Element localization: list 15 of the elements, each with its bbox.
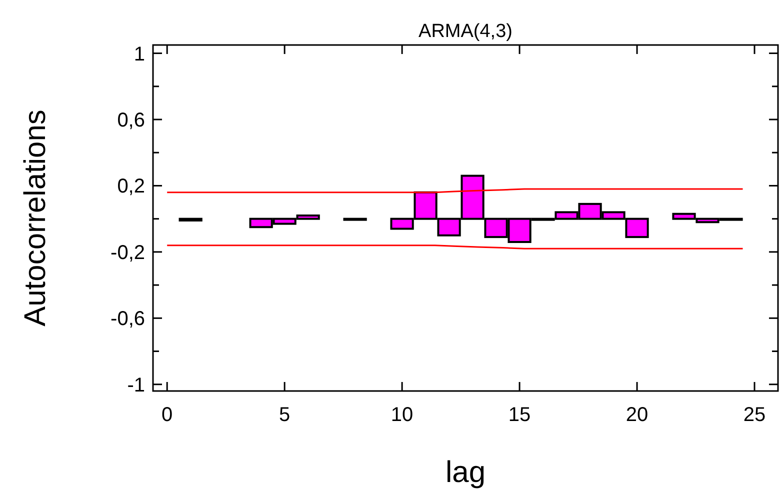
y-tick-label: -0,2 xyxy=(110,242,145,264)
x-tick-label: 10 xyxy=(390,404,414,426)
x-axis-title: lag xyxy=(445,456,486,489)
y-tick-label: 1 xyxy=(134,43,145,66)
y-tick-label: 0,2 xyxy=(117,176,145,198)
y-tick-label: 0,6 xyxy=(117,110,145,132)
chart-title: ARMA(4,3) xyxy=(418,21,512,42)
x-tick-label: 15 xyxy=(508,404,531,426)
x-tick-label: 5 xyxy=(279,404,290,426)
x-tick-label: 20 xyxy=(626,404,648,426)
x-tick-label: 0 xyxy=(162,404,173,426)
y-tick-label: -0,6 xyxy=(110,308,145,330)
y-tick-label: -1 xyxy=(127,374,145,396)
x-tick-label: 25 xyxy=(743,404,766,426)
y-axis-title: Autocorrelations xyxy=(19,110,52,326)
